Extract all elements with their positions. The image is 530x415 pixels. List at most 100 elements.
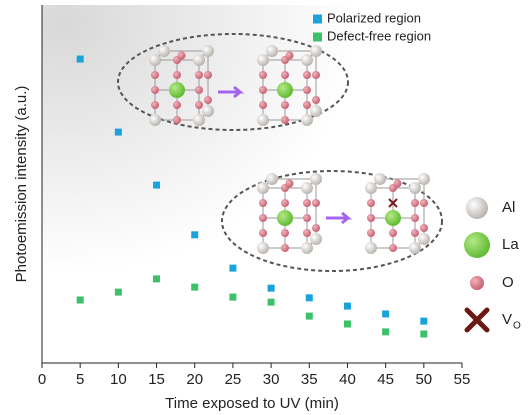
o-atom bbox=[420, 199, 428, 207]
al-atom bbox=[310, 105, 322, 117]
o-atom bbox=[285, 51, 294, 60]
al-atom bbox=[266, 173, 278, 185]
o-atom bbox=[411, 214, 419, 222]
atom-legend-subscript: O bbox=[513, 321, 521, 332]
atom-legend-label: La bbox=[502, 236, 519, 253]
vacancy bbox=[388, 198, 398, 208]
point bbox=[114, 288, 122, 296]
al-atom bbox=[301, 242, 313, 254]
al-atom bbox=[301, 182, 313, 194]
x-tick-label: 35 bbox=[301, 371, 318, 388]
al-atom bbox=[374, 173, 386, 185]
al-atom bbox=[310, 233, 322, 245]
al-atom bbox=[310, 45, 322, 57]
al-atom bbox=[301, 54, 313, 66]
o-atom bbox=[285, 179, 294, 188]
al-atom bbox=[310, 173, 322, 185]
o-atom bbox=[259, 229, 267, 237]
al-atom bbox=[365, 182, 377, 194]
al-atom bbox=[202, 105, 214, 117]
o-atom bbox=[312, 224, 320, 232]
o-atom bbox=[389, 244, 397, 252]
o-atom bbox=[204, 96, 212, 104]
legend-label: Polarized region bbox=[327, 10, 421, 25]
al-atom bbox=[418, 173, 430, 185]
arrow bbox=[326, 211, 353, 225]
al-atom bbox=[301, 114, 313, 126]
x-tick-label: 50 bbox=[415, 371, 432, 388]
x-tick-label: 40 bbox=[339, 371, 356, 388]
al-atom bbox=[193, 54, 205, 66]
o-atom bbox=[173, 71, 181, 79]
o-atom bbox=[259, 101, 267, 109]
o-atom bbox=[259, 199, 267, 207]
point bbox=[382, 310, 390, 318]
o-atom bbox=[411, 199, 419, 207]
o-atom bbox=[303, 86, 311, 94]
point bbox=[229, 293, 237, 301]
atom-legend-label: Al bbox=[502, 199, 515, 216]
point bbox=[420, 317, 428, 325]
la-atom bbox=[385, 210, 401, 226]
o-atom bbox=[281, 229, 289, 237]
atom-legend-label: V bbox=[502, 311, 512, 328]
la-atom bbox=[464, 232, 490, 258]
al-atom bbox=[365, 242, 377, 254]
o-atom bbox=[281, 116, 289, 124]
o-atom bbox=[312, 96, 320, 104]
crystal bbox=[149, 45, 214, 126]
atom-legend-label: O bbox=[502, 274, 514, 291]
al-atom bbox=[257, 182, 269, 194]
point bbox=[76, 55, 84, 63]
o-atom bbox=[389, 229, 397, 237]
la-atom bbox=[169, 82, 185, 98]
al-atom bbox=[466, 197, 488, 219]
y-axis-label: Photoemission intensity (a.u.) bbox=[13, 86, 30, 283]
al-atom bbox=[257, 54, 269, 66]
al-atom bbox=[266, 45, 278, 57]
point bbox=[267, 298, 275, 306]
al-atom bbox=[149, 54, 161, 66]
o-atom bbox=[303, 71, 311, 79]
plot-background bbox=[42, 5, 462, 363]
al-atom bbox=[193, 114, 205, 126]
x-tick-label: 45 bbox=[377, 371, 394, 388]
o-atom bbox=[281, 101, 289, 109]
o-atom bbox=[393, 179, 402, 188]
legend-label: Defect-free region bbox=[327, 28, 431, 43]
o-atom bbox=[151, 86, 159, 94]
crystal bbox=[257, 45, 322, 126]
x-tick-label: 30 bbox=[263, 371, 280, 388]
point bbox=[114, 128, 122, 136]
al-atom bbox=[409, 182, 421, 194]
o-atom bbox=[303, 199, 311, 207]
o-atom bbox=[195, 86, 203, 94]
o-atom bbox=[151, 101, 159, 109]
point bbox=[382, 328, 390, 336]
x-tick-label: 55 bbox=[454, 371, 471, 388]
x-tick-label: 25 bbox=[225, 371, 242, 388]
point bbox=[305, 312, 313, 320]
o-atom bbox=[367, 199, 375, 207]
vacancy bbox=[464, 307, 490, 333]
x-tick-label: 0 bbox=[38, 371, 46, 388]
point bbox=[229, 264, 237, 272]
legend-swatch bbox=[313, 32, 322, 42]
al-atom bbox=[257, 114, 269, 126]
inset-outline bbox=[221, 170, 443, 272]
x-tick-label: 15 bbox=[148, 371, 165, 388]
o-atom bbox=[312, 71, 320, 79]
o-atom bbox=[303, 214, 311, 222]
o-atom bbox=[420, 224, 428, 232]
o-atom bbox=[195, 71, 203, 79]
al-atom bbox=[202, 45, 214, 57]
o-atom bbox=[367, 214, 375, 222]
point bbox=[267, 284, 275, 292]
o-atom bbox=[281, 244, 289, 252]
point bbox=[305, 294, 313, 302]
x-tick-label: 10 bbox=[110, 371, 127, 388]
point bbox=[76, 296, 84, 304]
crystal bbox=[365, 173, 430, 254]
crystal bbox=[257, 173, 322, 254]
